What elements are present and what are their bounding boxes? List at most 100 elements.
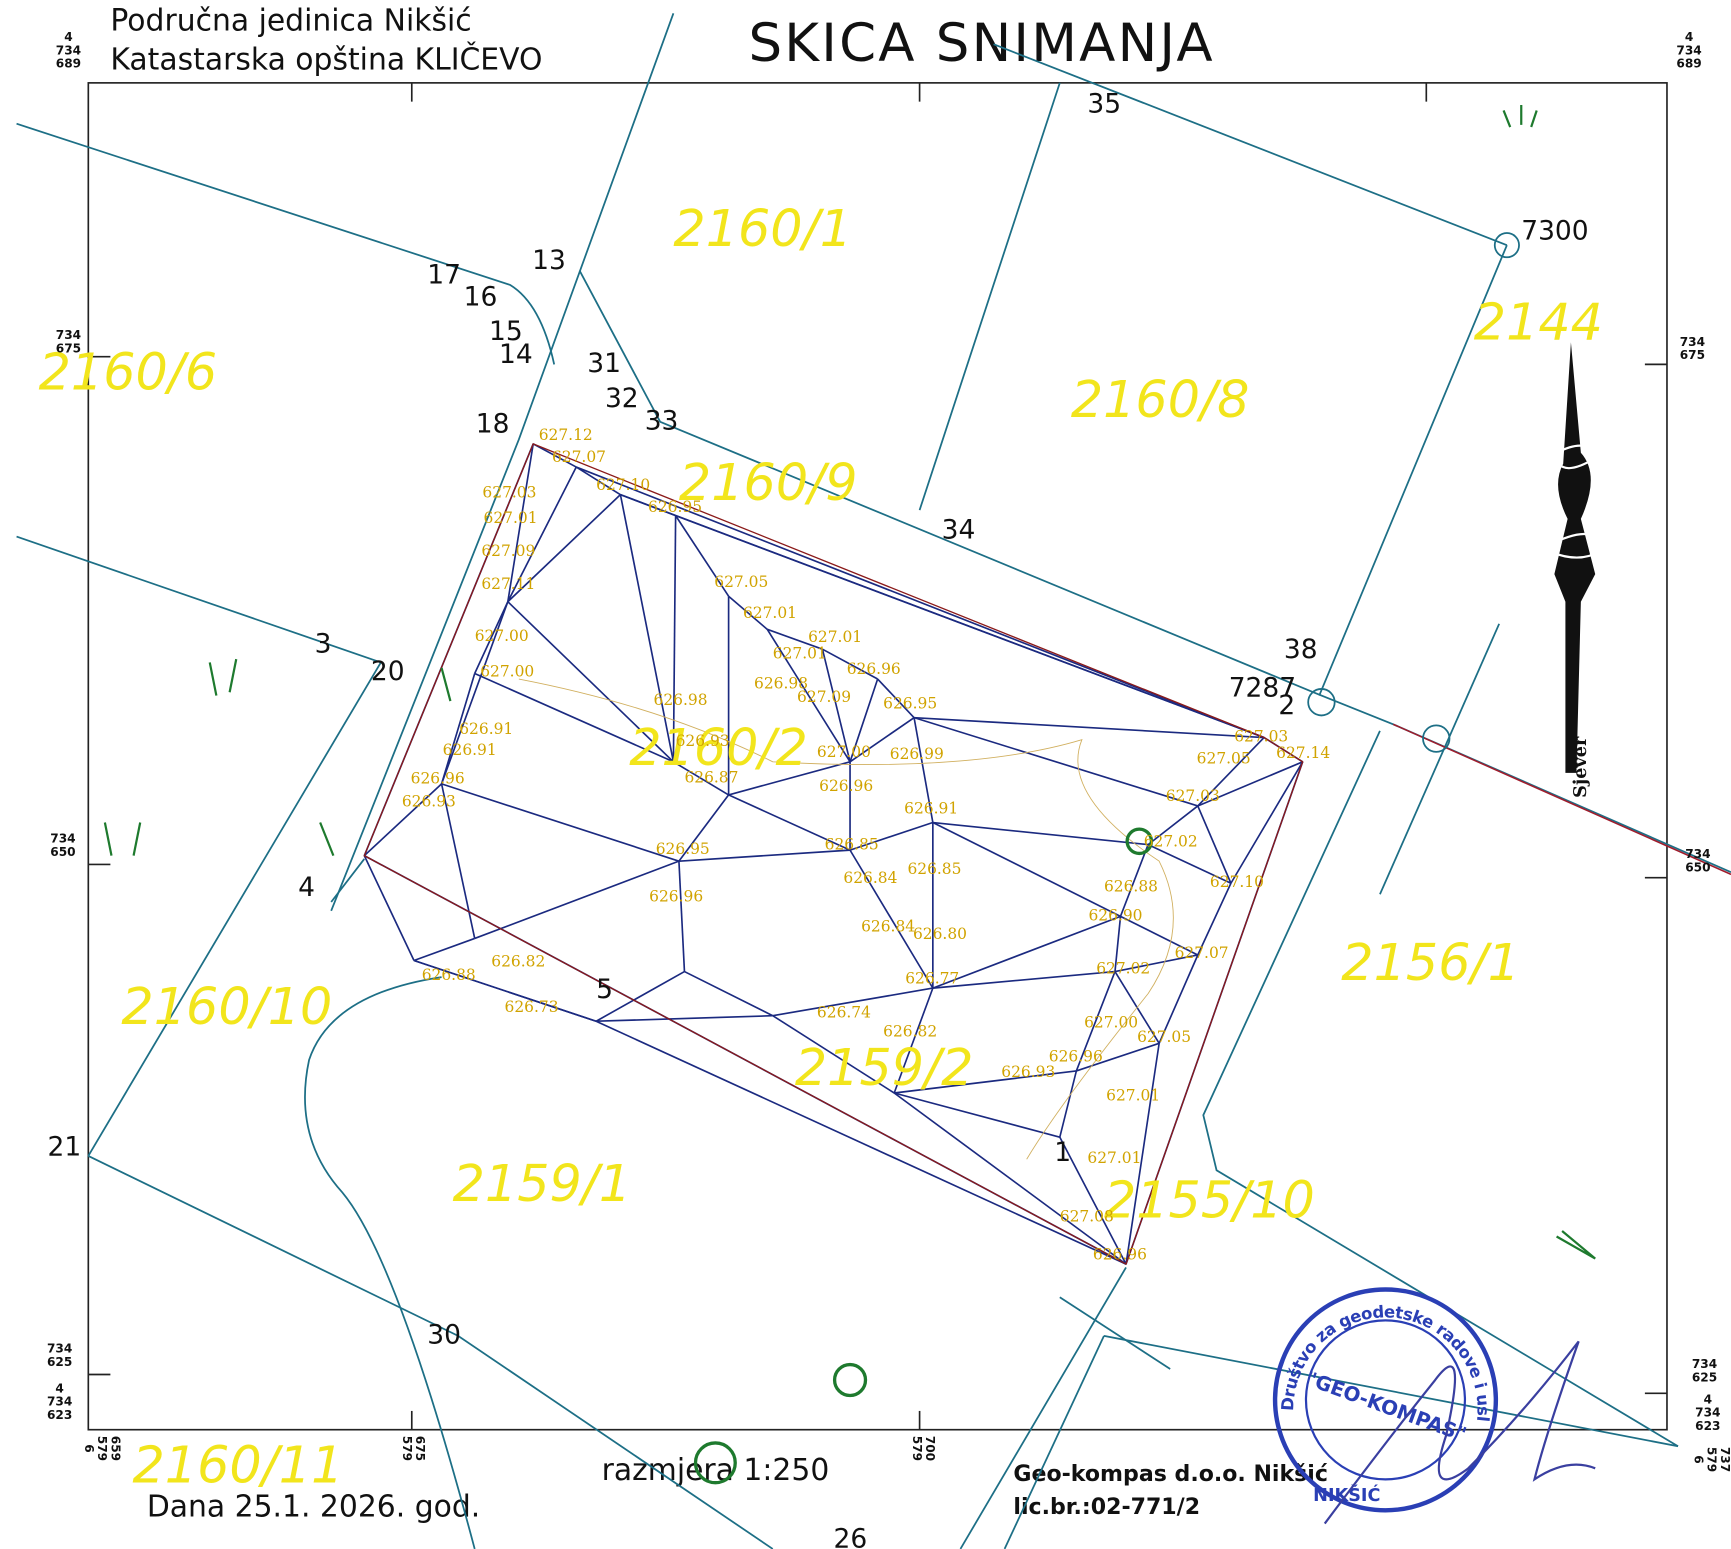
- elevation-label: 626.82: [491, 953, 545, 971]
- point-number: 18: [476, 409, 510, 440]
- elevation-label: 626.80: [913, 925, 967, 943]
- elevation-label: 626.73: [505, 998, 559, 1016]
- elevation-label: 627.01: [808, 628, 862, 646]
- elevation-label: 626.88: [422, 966, 476, 984]
- coordinate-label: 623: [1695, 1419, 1720, 1433]
- point-number: 35: [1087, 88, 1121, 119]
- coordinate-label: 734: [47, 1342, 72, 1356]
- elevation-label: 626.74: [817, 1004, 871, 1022]
- point-number: 16: [464, 282, 498, 313]
- elevation-label: 627.14: [1276, 744, 1330, 762]
- elevation-label: 626.95: [656, 840, 710, 858]
- point-number: 7300: [1521, 215, 1588, 246]
- elevation-label: 627.01: [1087, 1149, 1141, 1167]
- elevation-label: 626.93: [1001, 1063, 1055, 1081]
- elevation-label: 627.07: [1175, 944, 1229, 962]
- elevation-label: 627.03: [1166, 787, 1220, 805]
- coordinate-label: 734: [1685, 847, 1710, 861]
- page: Područna jedinica Nikšić Katastarska opš…: [0, 0, 1731, 1549]
- point-number: 34: [942, 515, 976, 546]
- elevation-label: 626.85: [825, 836, 879, 854]
- elevation-label: 626.98: [654, 691, 708, 709]
- point-number: 1: [1054, 1137, 1071, 1168]
- elevation-label: 626.96: [1093, 1245, 1147, 1263]
- elevation-label: 626.87: [684, 768, 738, 786]
- parcel-number: 2144: [1474, 293, 1603, 352]
- point-number: 30: [427, 1319, 461, 1350]
- elevation-label: 627.09: [481, 542, 535, 560]
- coordinate-label: 737: [1718, 1447, 1731, 1472]
- elevation-label: 626.85: [907, 860, 961, 878]
- point-number: 2: [1278, 690, 1295, 721]
- coordinate-label: 625: [1692, 1370, 1717, 1384]
- parcel-number: 2159/1: [453, 1154, 632, 1213]
- coordinate-label: 689: [56, 57, 81, 71]
- point-number: 32: [605, 383, 639, 414]
- elevation-label: 627.05: [1197, 750, 1251, 768]
- coordinate-label: 675: [1680, 348, 1705, 362]
- parcel-number: 2160/9: [679, 453, 858, 512]
- point-number: 13: [532, 245, 566, 276]
- coordinate-label: 734: [1680, 335, 1705, 349]
- elevation-label: 626.96: [1049, 1048, 1103, 1066]
- elevation-label: 626.84: [861, 917, 915, 935]
- unit-label: Područna jedinica Nikšić: [110, 4, 471, 39]
- point-number: 33: [645, 405, 679, 436]
- parcel-number: 2160/10: [121, 977, 332, 1036]
- parcel-number: 2159/2: [795, 1038, 974, 1097]
- coordinate-label: 579: [910, 1436, 924, 1461]
- coordinate-label: 734: [56, 328, 81, 342]
- elevation-label: 627.02: [1144, 832, 1198, 850]
- coordinate-label: 625: [47, 1355, 72, 1369]
- point-number-green: 3: [315, 628, 332, 659]
- title: SKICA SNIMANJA: [748, 13, 1214, 74]
- coordinate-label: 689: [1676, 57, 1701, 71]
- elevation-label: 627.10: [596, 476, 650, 494]
- parcel-number: 2155/10: [1104, 1170, 1315, 1229]
- elevation-label: 626.88: [1104, 878, 1158, 896]
- coordinate-label: 579: [95, 1436, 109, 1461]
- coordinate-label: 579: [400, 1436, 414, 1461]
- elevation-label: 627.05: [714, 573, 768, 591]
- parcel-number: 2160/11: [132, 1435, 343, 1494]
- coordinate-label: 4: [55, 1381, 63, 1395]
- point-number: 20: [371, 656, 405, 687]
- coordinate-label: 4: [64, 30, 72, 44]
- parcel-number: 2160/8: [1071, 370, 1250, 429]
- point-number: 14: [499, 339, 533, 370]
- elevation-label: 627.12: [539, 426, 593, 444]
- elevation-label: 627.03: [482, 484, 536, 502]
- elevation-label: 627.01: [773, 645, 827, 663]
- coordinate-label: 734: [56, 43, 81, 57]
- elevation-label: 627.02: [1096, 959, 1150, 977]
- coordinate-label: 700: [923, 1436, 937, 1461]
- coordinate-label: 6: [82, 1444, 96, 1452]
- coordinate-label: 650: [50, 845, 75, 859]
- elevation-label: 627.05: [1137, 1028, 1191, 1046]
- elevation-label: 626.96: [649, 888, 703, 906]
- elevation-label: 627.00: [817, 743, 871, 761]
- coordinate-label: 734: [1692, 1357, 1717, 1371]
- elevation-label: 626.96: [411, 769, 465, 787]
- elevation-label: 627.07: [552, 448, 606, 466]
- elevation-label: 627.09: [797, 688, 851, 706]
- elevation-label: 626.96: [847, 660, 901, 678]
- elevation-label: 626.95: [648, 498, 702, 516]
- date-label: Dana 25.1. 2026. god.: [147, 1490, 480, 1525]
- point-number: 4: [298, 872, 315, 903]
- coordinate-label: 650: [1685, 860, 1710, 874]
- company-label: Geo-kompas d.o.o. Nikšić: [1013, 1462, 1328, 1487]
- elevation-label: 626.93: [676, 732, 730, 750]
- elevation-label: 626.91: [459, 720, 513, 738]
- point-number: 31: [587, 348, 621, 379]
- coordinate-label: 675: [413, 1436, 427, 1461]
- coordinate-label: 579: [1705, 1447, 1719, 1472]
- parcel-number: 2160/1: [673, 199, 852, 258]
- elevation-label: 627.11: [481, 575, 535, 593]
- elevation-label: 627.10: [1210, 873, 1264, 891]
- elevation-label: 627.00: [475, 627, 529, 645]
- elevation-label: 626.95: [883, 694, 937, 712]
- elevation-label: 626.90: [1088, 906, 1142, 924]
- coordinate-label: 734: [1695, 1406, 1720, 1420]
- coordinate-label: 659: [108, 1436, 122, 1461]
